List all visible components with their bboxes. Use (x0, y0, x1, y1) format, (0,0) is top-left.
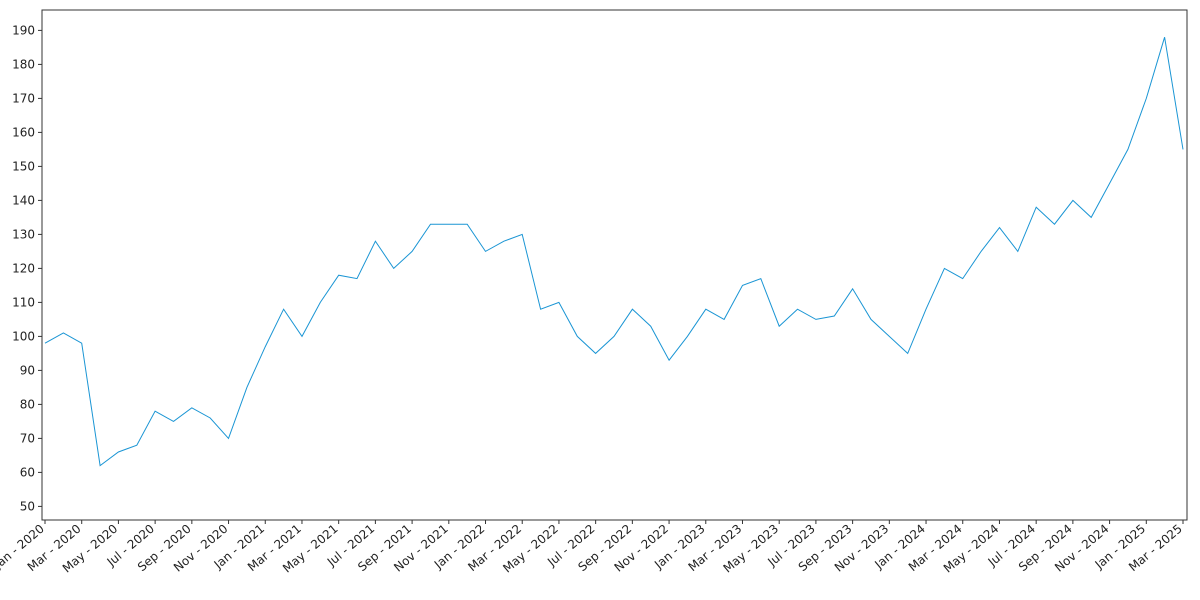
y-tick-label: 70 (20, 431, 35, 445)
y-tick-label: 80 (20, 397, 35, 411)
y-tick-label: 110 (12, 295, 35, 309)
y-tick-label: 170 (12, 91, 35, 105)
y-tick-label: 190 (12, 23, 35, 37)
y-tick-label: 160 (12, 125, 35, 139)
y-tick-label: 60 (20, 465, 35, 479)
y-tick-label: 150 (12, 159, 35, 173)
data-line (44, 37, 1184, 467)
y-tick-label: 130 (12, 227, 35, 241)
y-tick-label: 180 (12, 57, 35, 71)
y-tick-label: 90 (20, 363, 35, 377)
plot-frame (41, 9, 1188, 521)
y-tick-label: 140 (12, 193, 35, 207)
y-tick-label: 50 (20, 499, 35, 513)
y-tick-label: 120 (12, 261, 35, 275)
y-tick-label: 100 (12, 329, 35, 343)
